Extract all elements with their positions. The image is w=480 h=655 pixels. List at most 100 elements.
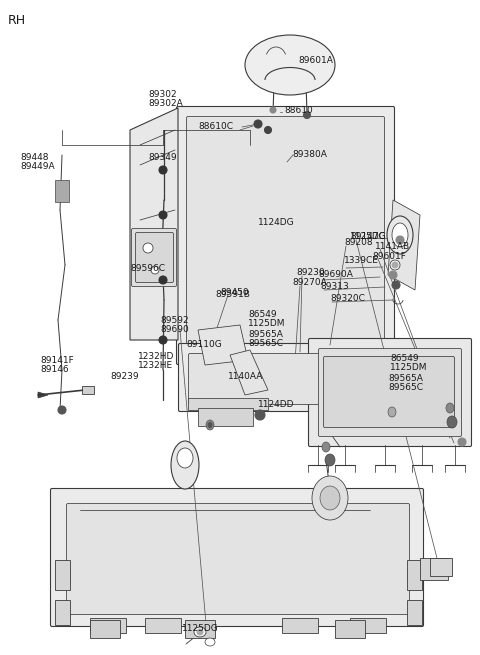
FancyBboxPatch shape [135, 233, 173, 282]
Bar [90, 618, 126, 633]
FancyBboxPatch shape [177, 107, 395, 364]
Text: 89690A: 89690A [318, 270, 353, 279]
Ellipse shape [312, 476, 348, 520]
Bar [145, 618, 181, 633]
Text: 89380A: 89380A [292, 150, 327, 159]
Text: 1125DG: 1125DG [182, 624, 219, 633]
Bar [407, 560, 422, 590]
Ellipse shape [159, 166, 167, 174]
Bar [55, 180, 69, 202]
Text: 86549: 86549 [390, 354, 419, 363]
Text: 89302A: 89302A [148, 99, 183, 108]
Ellipse shape [159, 211, 167, 219]
Ellipse shape [245, 35, 335, 95]
Polygon shape [130, 108, 178, 340]
Text: 1125DG: 1125DG [350, 232, 387, 241]
Text: 89147C: 89147C [350, 232, 385, 241]
Text: 89591B: 89591B [215, 290, 250, 299]
FancyBboxPatch shape [187, 117, 384, 354]
Text: 1140AA: 1140AA [228, 372, 264, 381]
Ellipse shape [58, 406, 66, 414]
Ellipse shape [392, 281, 400, 289]
Text: 89270A: 89270A [292, 278, 327, 287]
Text: 1124DG: 1124DG [258, 218, 295, 227]
Ellipse shape [392, 262, 398, 268]
Ellipse shape [197, 629, 203, 635]
Ellipse shape [390, 260, 400, 270]
Ellipse shape [264, 126, 272, 134]
Text: 89230: 89230 [296, 268, 324, 277]
Text: 89448: 89448 [20, 153, 48, 162]
Ellipse shape [446, 403, 454, 413]
FancyBboxPatch shape [309, 339, 471, 447]
Ellipse shape [388, 407, 396, 417]
Ellipse shape [159, 276, 167, 284]
Text: RH: RH [8, 14, 26, 27]
Ellipse shape [177, 448, 193, 468]
Text: 89565A: 89565A [248, 330, 283, 339]
Text: 86549: 86549 [248, 310, 276, 319]
Text: 89450: 89450 [220, 288, 249, 297]
Ellipse shape [320, 486, 340, 510]
Ellipse shape [254, 120, 262, 128]
Bar [350, 618, 386, 633]
Text: 89313: 89313 [320, 282, 349, 291]
FancyBboxPatch shape [319, 348, 461, 436]
Bar [420, 558, 448, 580]
Bar [90, 620, 120, 638]
Text: 89690: 89690 [160, 325, 189, 334]
Text: 89146: 89146 [40, 365, 69, 374]
Text: 88610: 88610 [284, 106, 313, 115]
Ellipse shape [205, 638, 215, 646]
Ellipse shape [392, 223, 408, 247]
Text: 1141AB: 1141AB [375, 242, 410, 251]
Text: 1124DD: 1124DD [258, 400, 295, 409]
Text: 1339CE: 1339CE [344, 256, 379, 265]
Ellipse shape [389, 271, 397, 279]
Text: 89239: 89239 [110, 372, 139, 381]
Text: 89592: 89592 [160, 316, 189, 325]
Bar [407, 600, 422, 625]
Text: 89449A: 89449A [20, 162, 55, 171]
Text: 88610C: 88610C [198, 122, 233, 131]
Ellipse shape [194, 627, 206, 637]
Bar [198, 408, 253, 426]
FancyBboxPatch shape [67, 504, 409, 614]
Text: 89565C: 89565C [388, 383, 423, 392]
Bar [55, 600, 70, 625]
Text: 1125DM: 1125DM [248, 319, 286, 328]
Ellipse shape [325, 454, 335, 466]
Ellipse shape [322, 442, 330, 452]
Text: 89349: 89349 [148, 153, 177, 162]
Text: 1232HD: 1232HD [138, 352, 174, 361]
Text: 89565A: 89565A [388, 374, 423, 383]
Polygon shape [388, 200, 420, 290]
Ellipse shape [447, 416, 457, 428]
Ellipse shape [208, 422, 212, 428]
Ellipse shape [396, 236, 404, 244]
Text: 89565C: 89565C [248, 339, 283, 348]
Ellipse shape [171, 441, 199, 489]
Text: 89141F: 89141F [40, 356, 74, 365]
Polygon shape [230, 350, 268, 395]
Ellipse shape [255, 410, 265, 420]
Ellipse shape [387, 216, 413, 254]
Text: 89302: 89302 [148, 90, 177, 99]
Polygon shape [38, 392, 48, 398]
Ellipse shape [151, 266, 159, 274]
Ellipse shape [206, 420, 214, 430]
Bar [335, 620, 365, 638]
Text: 1232HE: 1232HE [138, 361, 173, 370]
Bar [185, 620, 215, 638]
Text: 89110G: 89110G [186, 340, 222, 349]
Bar [430, 558, 452, 576]
Ellipse shape [159, 336, 167, 344]
Text: 1125DM: 1125DM [390, 363, 428, 372]
Bar [282, 618, 318, 633]
FancyBboxPatch shape [132, 229, 177, 286]
Text: 89320C: 89320C [330, 294, 365, 303]
Text: 89596C: 89596C [130, 264, 165, 273]
FancyBboxPatch shape [179, 343, 382, 411]
Ellipse shape [458, 438, 466, 446]
Text: 89601F: 89601F [372, 252, 406, 261]
